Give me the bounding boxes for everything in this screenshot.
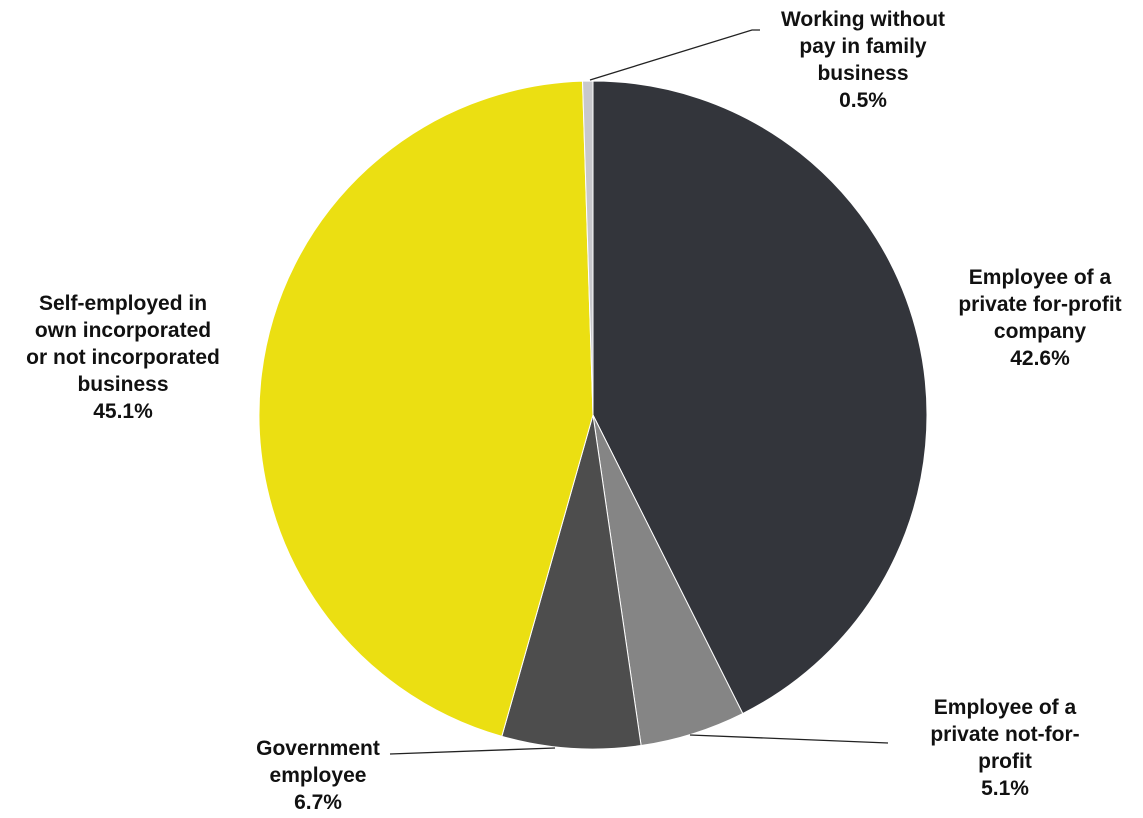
pie-slice-working-without-pay	[581, 80, 594, 416]
pie-slice-government-employee	[501, 414, 642, 750]
slice-label-line: pay in family	[799, 35, 927, 58]
slice-label-line: private for-profit	[958, 293, 1121, 316]
slice-label-line: private not-for-	[930, 723, 1079, 746]
leader-line-working-without-pay	[589, 29, 760, 81]
slice-label-line: own incorporated	[35, 319, 211, 342]
slice-label-line: employee	[270, 764, 367, 787]
pie-slices	[258, 80, 928, 750]
pie-slice-self-employed	[258, 80, 594, 737]
slice-value-self-employed: 45.1%	[93, 400, 153, 423]
slice-label-government-employee: Government employee 6.7%	[256, 737, 380, 814]
leader-line-private-not-for-profit	[689, 734, 889, 744]
slice-labels: Employee of a private for-profit company 42…	[26, 8, 1122, 814]
slice-label-line: Working without	[781, 8, 945, 31]
slice-label-line: business	[817, 62, 908, 85]
slice-label-self-employed: Self-employed in own incorporated or not i…	[26, 292, 220, 423]
slice-label-line: Government	[256, 737, 380, 760]
slice-label-line: business	[77, 373, 168, 396]
slice-label-line: company	[994, 320, 1087, 343]
leader-lines	[389, 29, 889, 755]
slice-label-private-not-for-profit: Employee of a private not-for-profit 5.1%	[930, 696, 1079, 800]
leader-line-government-employee	[389, 747, 556, 755]
slice-value-government-employee: 6.7%	[294, 791, 342, 814]
slice-label-line: or not incorporated	[26, 346, 220, 369]
slice-label-line: Employee of a	[934, 696, 1077, 719]
slice-label-line: Employee of a	[969, 266, 1112, 289]
slice-value-private-not-for-profit: 5.1%	[981, 777, 1029, 800]
slice-label-line: Self-employed in	[39, 292, 207, 315]
slice-value-private-for-profit: 42.6%	[1010, 347, 1070, 370]
slice-value-working-without-pay: 0.5%	[839, 89, 887, 112]
pie-slice-private-for-profit	[592, 80, 928, 715]
slice-label-line: profit	[978, 750, 1032, 773]
slice-label-private-for-profit: Employee of a private for-profit company 42…	[958, 266, 1121, 370]
slice-label-working-without-pay: Working without pay in family business 0.5%	[781, 8, 945, 112]
